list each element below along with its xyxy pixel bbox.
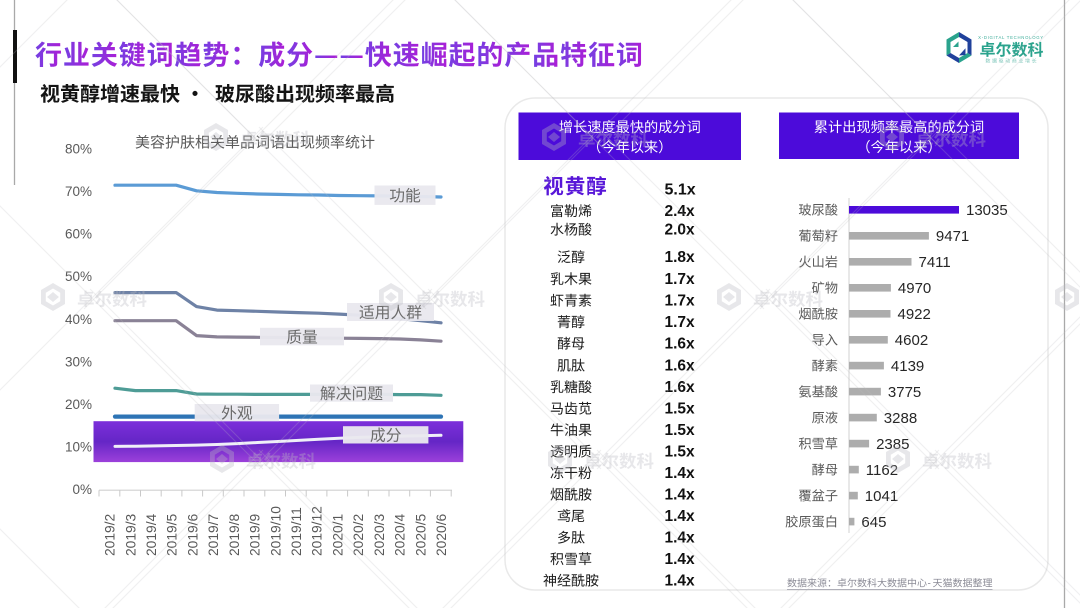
svg-text:X-DIGITAL TECHNOLOGY: X-DIGITAL TECHNOLOGY	[978, 35, 1044, 40]
svg-text:2020/2: 2020/2	[351, 514, 366, 556]
svg-text:2019/8: 2019/8	[227, 513, 242, 556]
svg-text:2020/5: 2020/5	[413, 513, 428, 556]
svg-text:2020/3: 2020/3	[372, 513, 387, 556]
svg-text:2019/5: 2019/5	[165, 513, 180, 556]
svg-text:2019/12: 2019/12	[310, 506, 325, 556]
svg-text:1.4x: 1.4x	[665, 573, 696, 590]
svg-text:1.5x: 1.5x	[665, 401, 696, 418]
svg-text:2019/10: 2019/10	[268, 506, 283, 556]
svg-text:1.7x: 1.7x	[665, 271, 696, 288]
svg-text:1.4x: 1.4x	[665, 465, 696, 482]
svg-text:70%: 70%	[65, 184, 92, 199]
svg-text:4970: 4970	[898, 280, 931, 297]
svg-text:1.7x: 1.7x	[665, 314, 696, 331]
svg-text:3775: 3775	[888, 384, 921, 401]
svg-text:2020/1: 2020/1	[330, 514, 345, 556]
svg-text:0%: 0%	[72, 482, 92, 497]
svg-text:2019/7: 2019/7	[206, 514, 221, 556]
svg-text:645: 645	[861, 514, 886, 531]
svg-text:3288: 3288	[884, 410, 917, 427]
svg-text:2385: 2385	[876, 436, 909, 453]
svg-text:1.6x: 1.6x	[665, 336, 696, 353]
svg-text:4139: 4139	[891, 358, 924, 375]
svg-text:7411: 7411	[919, 254, 951, 271]
svg-text:2019/2: 2019/2	[103, 514, 118, 556]
svg-text:13035: 13035	[966, 202, 1008, 219]
svg-text:2.4x: 2.4x	[665, 203, 696, 220]
svg-text:1041: 1041	[865, 488, 898, 505]
svg-text:1.8x: 1.8x	[665, 249, 696, 266]
svg-text:9471: 9471	[936, 228, 969, 245]
svg-text:1.4x: 1.4x	[665, 487, 696, 504]
svg-text:5.1x: 5.1x	[665, 182, 696, 199]
svg-text:10%: 10%	[65, 440, 92, 455]
svg-text:1.6x: 1.6x	[665, 379, 696, 396]
svg-text:2019/3: 2019/3	[123, 513, 138, 556]
svg-text:20%: 20%	[65, 397, 92, 412]
svg-text:2020/4: 2020/4	[393, 513, 408, 556]
svg-text:4922: 4922	[898, 306, 931, 323]
svg-text:30%: 30%	[65, 354, 92, 369]
svg-text:2019/9: 2019/9	[248, 513, 263, 556]
svg-text:2019/4: 2019/4	[144, 513, 159, 556]
svg-text:60%: 60%	[65, 227, 92, 242]
svg-text:80%: 80%	[65, 141, 92, 156]
svg-text:4602: 4602	[895, 332, 928, 349]
svg-text:1.4x: 1.4x	[665, 508, 696, 525]
svg-text:2019/11: 2019/11	[289, 507, 304, 556]
svg-text:40%: 40%	[65, 312, 92, 327]
svg-text:2020/6: 2020/6	[434, 513, 449, 556]
svg-text:2019/6: 2019/6	[185, 513, 200, 556]
svg-text:1.7x: 1.7x	[665, 293, 696, 310]
svg-text:1.5x: 1.5x	[665, 422, 696, 439]
svg-text:-: -	[928, 579, 931, 590]
svg-text:50%: 50%	[65, 269, 92, 284]
svg-text:1.4x: 1.4x	[665, 530, 696, 547]
svg-text:2.0x: 2.0x	[665, 222, 696, 239]
svg-text:1.4x: 1.4x	[665, 551, 696, 568]
svg-text:1.6x: 1.6x	[665, 358, 696, 375]
svg-text:1162: 1162	[866, 462, 898, 479]
svg-text:1.5x: 1.5x	[665, 444, 696, 461]
